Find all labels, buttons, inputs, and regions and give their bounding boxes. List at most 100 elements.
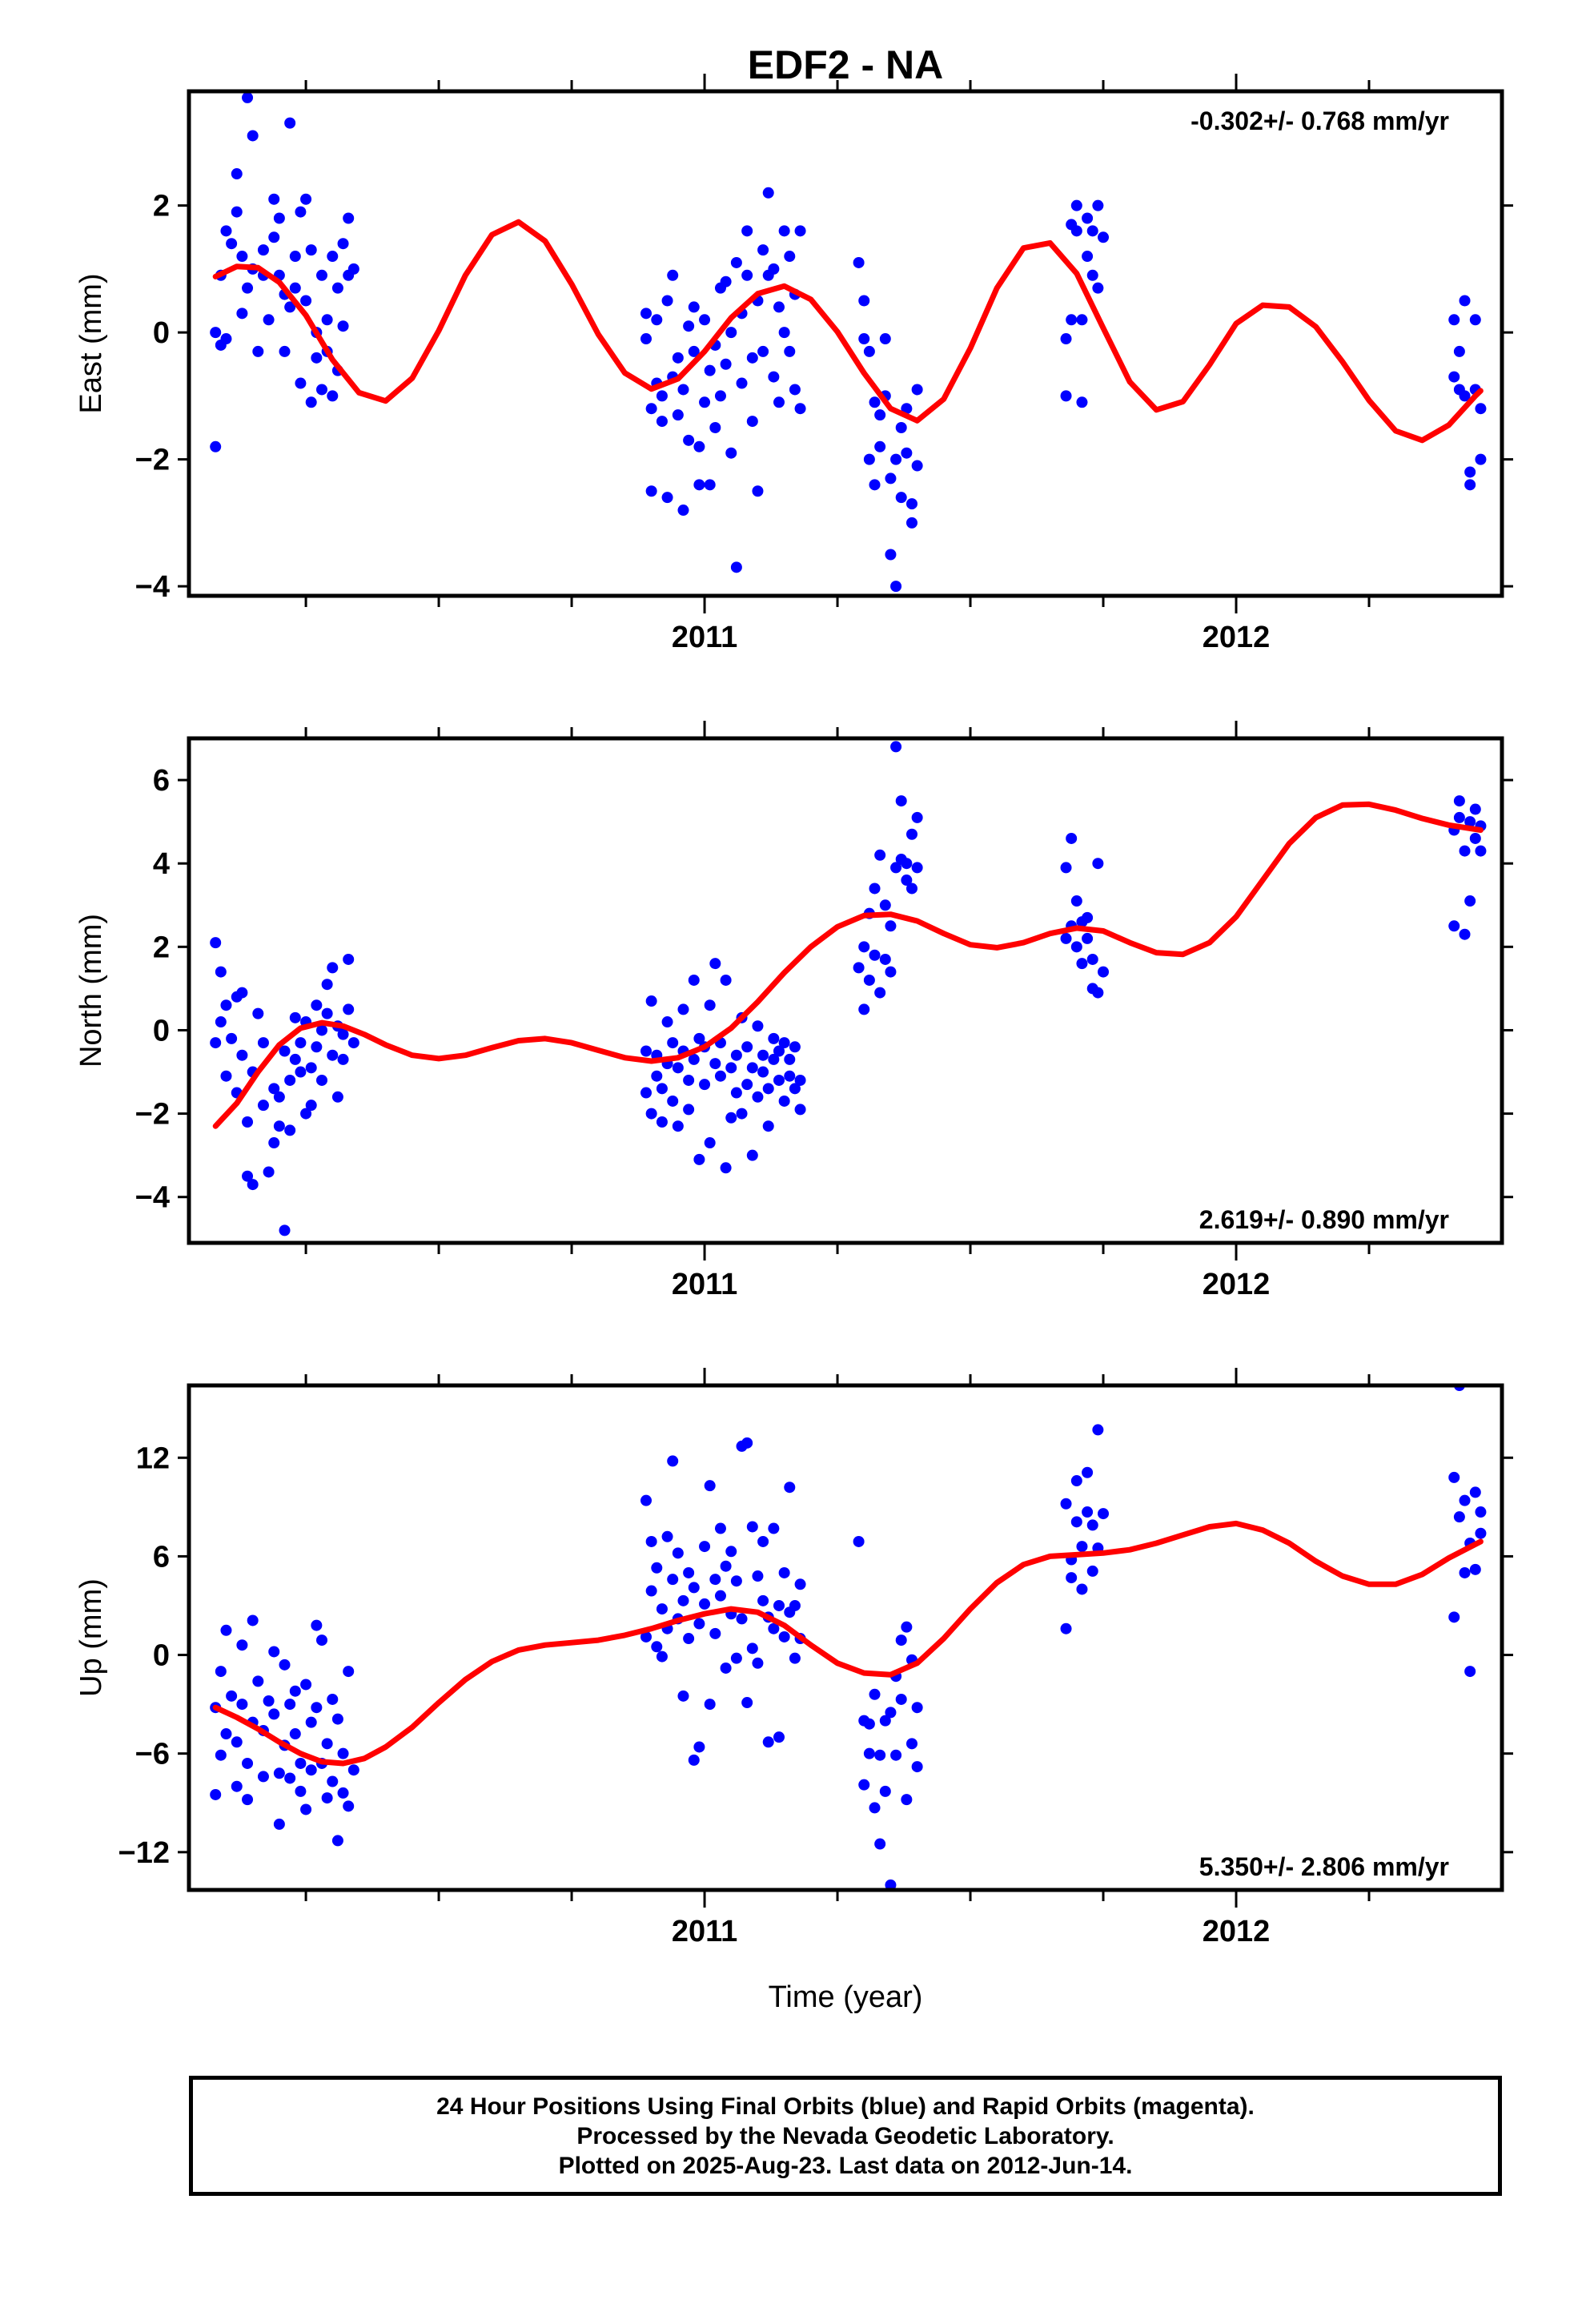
data-point <box>1448 371 1460 383</box>
data-point <box>1086 953 1098 965</box>
y-tick-label: 2 <box>153 931 170 964</box>
data-point <box>869 949 881 961</box>
y-tick-label: 2 <box>153 190 170 223</box>
data-point <box>1070 225 1082 237</box>
data-point <box>762 1736 774 1748</box>
data-point <box>284 301 296 313</box>
data-point <box>863 453 875 465</box>
data-point <box>315 384 327 396</box>
data-point <box>210 440 222 452</box>
data-point <box>709 958 721 970</box>
data-point <box>757 1066 769 1078</box>
data-point <box>784 345 796 357</box>
data-point <box>337 1028 349 1040</box>
fit-curve <box>212 219 1484 444</box>
data-point <box>901 447 913 459</box>
data-point <box>315 1634 327 1647</box>
data-point <box>794 225 806 237</box>
data-point <box>789 1041 801 1053</box>
data-point <box>853 256 865 268</box>
plot-area <box>210 1385 1487 1890</box>
data-point <box>794 1104 806 1116</box>
data-point <box>693 1032 705 1044</box>
x-tick-label: 2011 <box>672 621 737 654</box>
data-point <box>879 953 891 965</box>
data-point <box>640 1494 652 1506</box>
data-point <box>1459 845 1471 857</box>
data-point <box>879 1785 891 1797</box>
data-point <box>752 485 764 497</box>
data-point <box>645 1108 657 1120</box>
data-point <box>295 1785 307 1797</box>
data-point <box>869 883 881 895</box>
y-axis-label: East (mm) <box>74 273 108 413</box>
data-point <box>1076 1583 1088 1595</box>
data-point <box>784 251 796 263</box>
y-tick-label: −12 <box>118 1836 170 1870</box>
data-point <box>1060 932 1072 944</box>
fit-curve <box>212 1520 1484 1767</box>
data-point <box>709 422 721 433</box>
data-point <box>1092 1424 1104 1436</box>
data-point <box>242 1116 254 1128</box>
data-point <box>331 1713 343 1725</box>
data-point <box>331 1091 343 1103</box>
data-point <box>268 231 280 243</box>
data-point <box>656 1651 668 1663</box>
data-point <box>693 440 705 452</box>
data-point <box>279 1659 291 1671</box>
data-point <box>773 301 785 313</box>
data-point <box>220 1728 232 1740</box>
data-point <box>773 1045 785 1057</box>
data-point <box>714 1070 726 1082</box>
data-point <box>757 1049 769 1061</box>
data-point <box>773 1731 785 1743</box>
data-point <box>863 1747 875 1759</box>
data-point <box>305 244 317 256</box>
data-point <box>677 1690 689 1702</box>
data-point <box>1459 928 1471 940</box>
data-point <box>858 1779 870 1791</box>
data-point <box>284 1124 296 1136</box>
data-point <box>1453 795 1465 807</box>
data-point <box>279 1224 291 1236</box>
data-point <box>874 1749 886 1761</box>
data-point <box>885 549 897 561</box>
y-tick-label: 0 <box>153 1014 170 1047</box>
data-point <box>704 364 716 376</box>
data-point <box>858 941 870 953</box>
data-point <box>289 1728 301 1740</box>
data-point <box>321 1738 333 1750</box>
data-point <box>645 403 657 415</box>
data-point <box>284 1699 296 1711</box>
data-point <box>311 352 323 364</box>
data-point <box>1459 1566 1471 1578</box>
data-point <box>220 1070 232 1082</box>
data-point <box>1070 1516 1082 1528</box>
data-point <box>1060 862 1072 874</box>
data-point <box>305 396 317 408</box>
data-point <box>220 1624 232 1636</box>
data-point <box>874 440 886 452</box>
data-point <box>656 390 668 402</box>
data-point <box>321 979 333 991</box>
data-point <box>693 1618 705 1630</box>
data-point <box>651 1562 663 1574</box>
data-point <box>645 1535 657 1547</box>
y-tick-label: 0 <box>153 1639 170 1673</box>
data-point <box>236 1049 248 1061</box>
fit-curve <box>212 801 1484 1129</box>
data-point <box>220 225 232 237</box>
data-point <box>858 1003 870 1015</box>
data-point <box>300 193 312 205</box>
data-point <box>858 333 870 345</box>
data-point <box>231 168 243 180</box>
data-point <box>905 498 917 510</box>
data-point <box>874 409 886 421</box>
data-point <box>300 1803 312 1815</box>
data-point <box>688 1582 700 1594</box>
data-point <box>736 377 748 389</box>
data-point <box>311 1619 323 1631</box>
y-tick-label: 12 <box>136 1441 170 1475</box>
data-point <box>1082 1506 1094 1518</box>
